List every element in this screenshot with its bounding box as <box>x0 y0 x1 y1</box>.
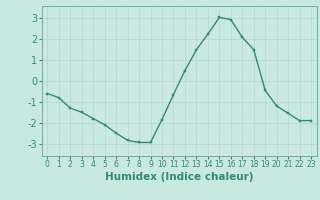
X-axis label: Humidex (Indice chaleur): Humidex (Indice chaleur) <box>105 172 253 182</box>
